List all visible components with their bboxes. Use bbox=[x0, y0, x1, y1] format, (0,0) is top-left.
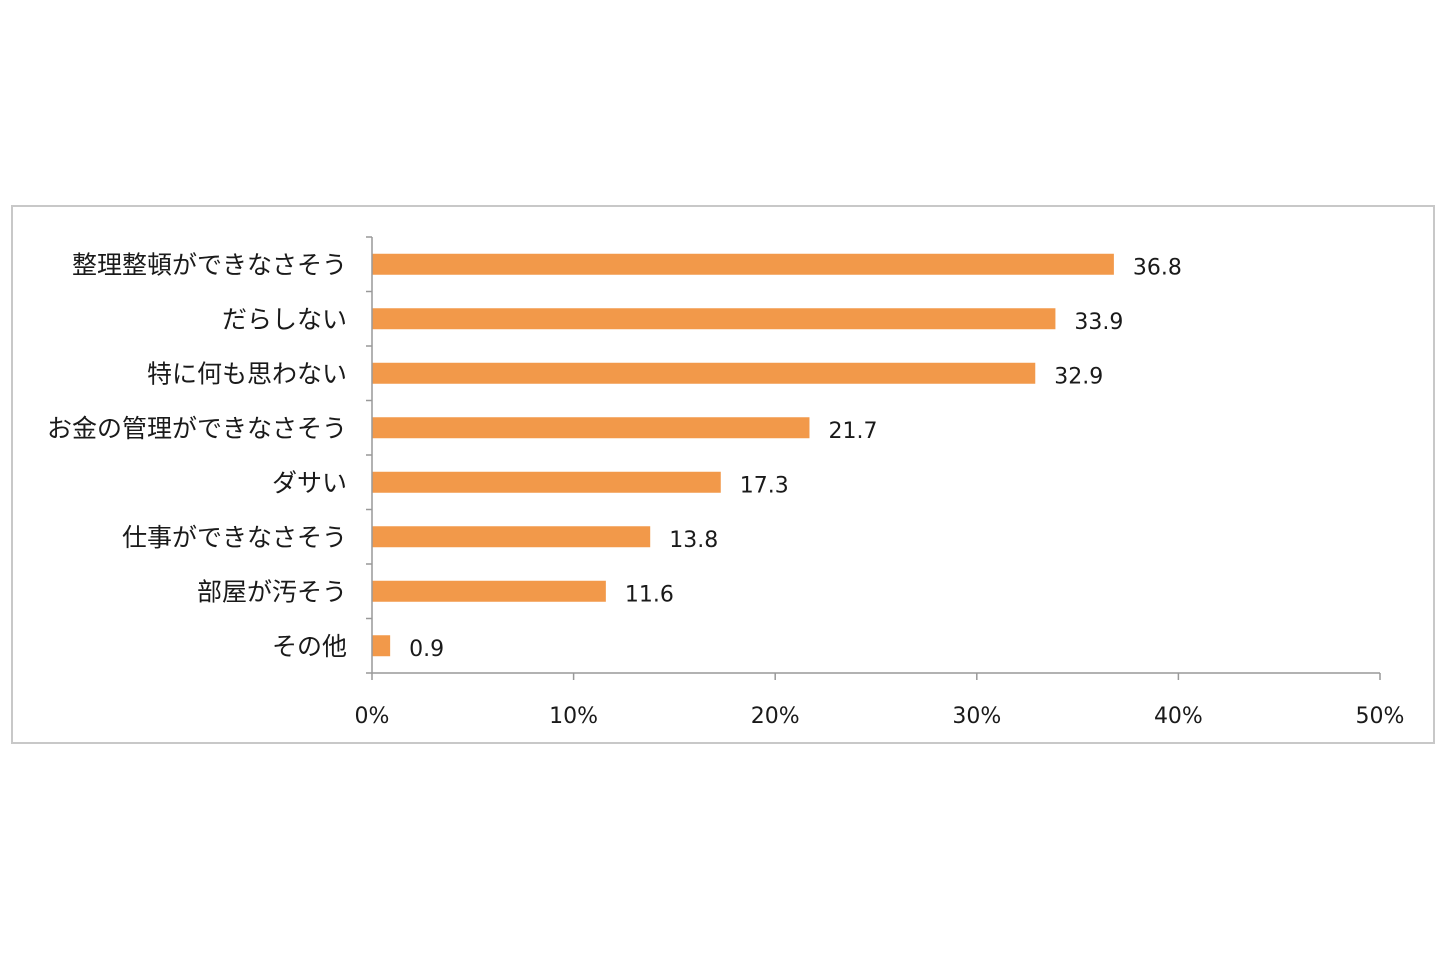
value-label: 32.9 bbox=[1054, 364, 1103, 389]
axes bbox=[366, 236, 1381, 680]
value-label: 36.8 bbox=[1133, 255, 1182, 280]
x-tick-label: 0% bbox=[355, 704, 390, 729]
value-label: 33.9 bbox=[1074, 310, 1123, 335]
bars-layer bbox=[372, 253, 1114, 657]
bar-7 bbox=[372, 635, 391, 657]
x-tick-label: 10% bbox=[549, 704, 598, 729]
bar-4 bbox=[372, 471, 721, 493]
x-tick-label: 20% bbox=[751, 704, 800, 729]
value-label: 11.6 bbox=[625, 582, 674, 607]
bar-6 bbox=[372, 580, 606, 602]
bar-0 bbox=[372, 253, 1114, 275]
category-label: お金の管理ができなさそう bbox=[47, 414, 347, 443]
category-label: 特に何も思わない bbox=[147, 359, 347, 388]
category-label: 仕事ができなさそう bbox=[122, 523, 347, 552]
x-tick-label: 50% bbox=[1356, 704, 1405, 729]
x-tick-label: 30% bbox=[952, 704, 1001, 729]
bar-chart: 整理整頓ができなさそう 36.8 だらしない 33.9 特に何も思わない 32.9 お金の管… bbox=[47, 236, 1404, 729]
category-label: 整理整頓ができなさそう bbox=[72, 250, 347, 279]
category-label: ダサい bbox=[272, 468, 347, 497]
category-label: その他 bbox=[272, 632, 347, 661]
chart-frame: 整理整頓ができなさそう 36.8 だらしない 33.9 特に何も思わない 32.9 お金の管… bbox=[11, 205, 1435, 744]
category-label: 部屋が汚そう bbox=[197, 577, 347, 606]
labels-layer: 整理整頓ができなさそう 36.8 だらしない 33.9 特に何も思わない 32.9 お金の管… bbox=[47, 250, 1404, 729]
bar-3 bbox=[372, 417, 810, 439]
x-tick-label: 40% bbox=[1154, 704, 1203, 729]
value-label: 21.7 bbox=[828, 419, 877, 444]
value-label: 17.3 bbox=[740, 473, 789, 498]
value-label: 0.9 bbox=[409, 637, 444, 662]
bar-5 bbox=[372, 526, 651, 548]
value-label: 13.8 bbox=[669, 528, 718, 553]
bar-1 bbox=[372, 308, 1056, 330]
category-label: だらしない bbox=[222, 305, 347, 334]
bar-2 bbox=[372, 362, 1036, 384]
